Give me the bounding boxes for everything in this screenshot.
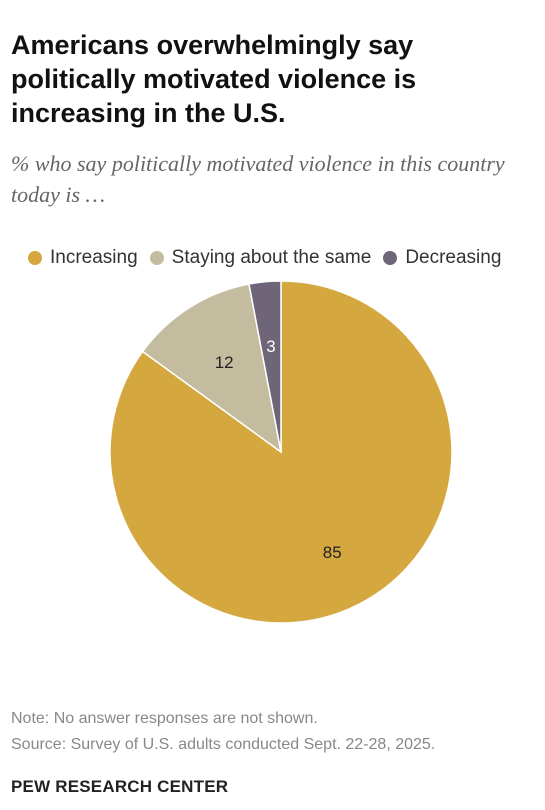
legend-label-decreasing: Decreasing (405, 247, 502, 268)
org-name: PEW RESEARCH CENTER (11, 777, 229, 796)
data-label-decreasing: 3 (266, 337, 275, 356)
chart-legend: Increasing Staying about the same Decrea… (28, 246, 513, 270)
chart-note: Note: No answer responses are not shown. (11, 710, 318, 727)
data-label-same: 12 (215, 353, 234, 372)
chart-source: Source: Survey of U.S. adults conducted … (11, 736, 436, 753)
pie-slice-decreasing (248, 280, 282, 453)
legend-item-decreasing: Decreasing (383, 247, 501, 269)
legend-item-increasing: Increasing (28, 247, 138, 269)
legend-swatch-same (149, 251, 164, 265)
chart-title: Americans overwhelmingly say politically… (11, 30, 417, 128)
legend-item-same: Staying about the same (149, 247, 372, 269)
legend-swatch-decreasing (383, 251, 398, 265)
data-label-increasing: 85 (323, 543, 342, 562)
legend-swatch-increasing (28, 251, 42, 265)
legend-label-increasing: Increasing (50, 247, 138, 268)
legend-label-same: Staying about the same (171, 247, 372, 268)
pie-slice-increasing (109, 280, 453, 624)
chart-subtitle: % who say politically motivated violence… (11, 151, 505, 207)
pie-chart: 85 12 3 (109, 280, 453, 624)
pie-slice-same (141, 283, 283, 454)
